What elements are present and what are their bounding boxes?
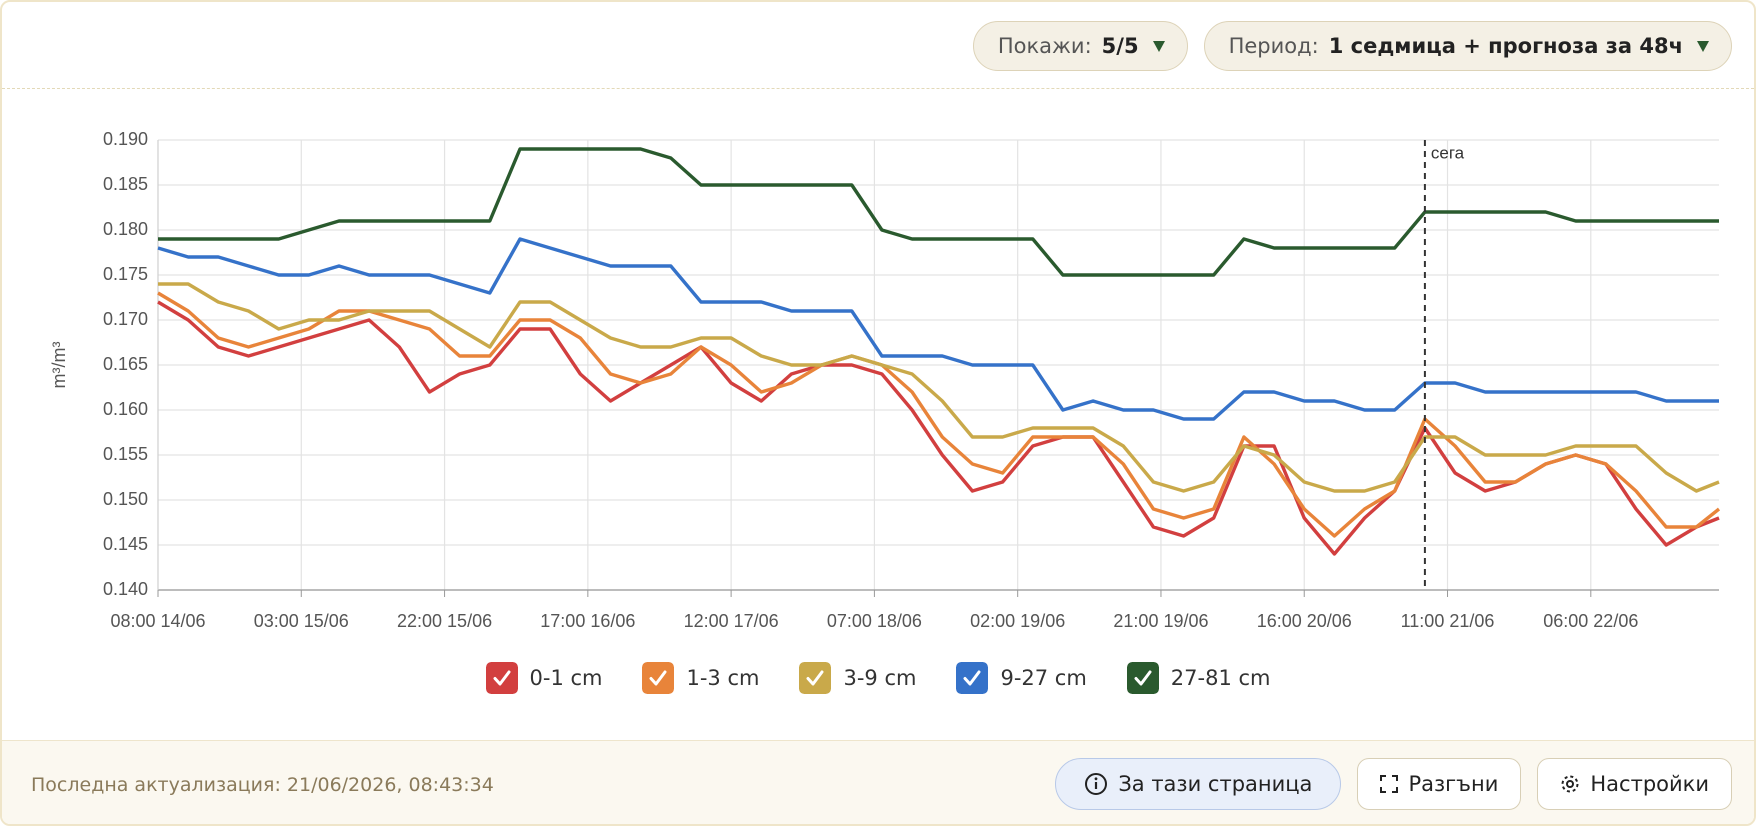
settings-button[interactable]: Настройки — [1537, 758, 1732, 810]
x-tick-label: 08:00 14/06 — [110, 611, 205, 631]
last-updated: Последна актуализация: 21/06/2026, 08:43… — [31, 774, 494, 796]
y-tick-label: 0.190 — [103, 129, 148, 149]
y-tick-label: 0.185 — [103, 174, 148, 194]
expand-icon — [1380, 775, 1399, 793]
legend-swatch — [956, 662, 989, 694]
legend-checkbox[interactable] — [799, 662, 832, 694]
checkmark — [963, 670, 981, 686]
y-tick-label: 0.175 — [103, 264, 148, 284]
legend: 0-1 cm 1-3 cm 3-9 cm 9-27 cm 27-81 cm — [2, 662, 1754, 694]
legend-label: 0-1 cm — [529, 666, 603, 690]
legend-label: 27-81 cm — [1170, 666, 1271, 690]
now-label: сега — [1431, 143, 1465, 162]
x-tick-label: 21:00 19/06 — [1113, 611, 1208, 631]
legend-swatch — [1126, 662, 1159, 694]
series-line — [158, 147, 1719, 277]
legend-checkbox[interactable] — [485, 662, 518, 694]
x-tick-label: 17:00 16/06 — [540, 611, 635, 631]
show-label: Покажи: — [997, 34, 1092, 58]
x-tick-label: 11:00 21/06 — [1401, 611, 1495, 631]
settings-icon — [1561, 775, 1579, 793]
legend-label: 9-27 cm — [1000, 666, 1087, 690]
y-tick-label: 0.145 — [103, 534, 148, 554]
legend-item[interactable]: 3-9 cm — [799, 662, 916, 694]
legend-item[interactable]: 9-27 cm — [956, 662, 1087, 694]
y-tick-label: 0.150 — [103, 489, 148, 509]
y-tick-label: 0.140 — [103, 579, 148, 599]
x-tick-label: 07:00 18/06 — [827, 611, 922, 631]
legend-swatch — [485, 662, 518, 694]
about-button[interactable]: За тази страница — [1055, 758, 1342, 810]
y-tick-label: 0.180 — [103, 219, 148, 239]
legend-item[interactable]: 0-1 cm — [485, 662, 603, 694]
series-line — [157, 300, 1720, 556]
dropdown-arrow — [1152, 40, 1165, 52]
x-tick-label: 02:00 19/06 — [970, 611, 1065, 631]
x-tick-label: 03:00 15/06 — [254, 611, 349, 631]
expand-label: Разгъни — [1408, 772, 1499, 796]
x-tick-label: 22:00 15/06 — [397, 611, 492, 631]
series-line — [158, 282, 1720, 493]
toolbar: Покажи: 5/5 Период: 1 седмица + прогноза… — [972, 21, 1732, 71]
y-tick-label: 0.160 — [103, 399, 148, 419]
chart: 0.140 0.145 0.150 0.155 0.160 0.165 0.170 0.175… — [49, 129, 1721, 631]
x-tick-label: 12:00 17/06 — [684, 611, 779, 631]
period-label: Период: — [1228, 34, 1319, 58]
y-tick-label: 0.155 — [103, 444, 148, 464]
x-tick-label: 06:00 22/06 — [1543, 611, 1638, 631]
y-tick-label: 0.170 — [103, 309, 148, 329]
legend-item[interactable]: 27-81 cm — [1126, 662, 1271, 694]
separator — [2, 88, 1754, 89]
period-dropdown[interactable]: Период: 1 седмица + прогноза за 48ч — [1203, 21, 1732, 71]
show-value: 5/5 — [1101, 34, 1139, 58]
footer-buttons: За тази страница Разгъни Настройки — [1055, 758, 1732, 810]
settings-label: Настройки — [1590, 772, 1709, 796]
info-icon — [1085, 773, 1108, 795]
legend-checkbox[interactable] — [642, 662, 675, 694]
x-tick-label: 16:00 20/06 — [1257, 611, 1352, 631]
checkmark — [493, 670, 510, 686]
y-axis-label: m³/m³ — [49, 342, 69, 389]
legend-label: 3-9 cm — [843, 666, 917, 690]
dropdown-arrow — [1697, 40, 1709, 52]
legend-label: 1-3 cm — [686, 666, 760, 690]
period-value: 1 седмица + прогноза за 48ч — [1328, 34, 1683, 58]
checkmark — [649, 670, 667, 686]
legend-checkbox[interactable] — [1126, 662, 1159, 694]
expand-button[interactable]: Разгъни — [1357, 758, 1522, 810]
checkmark — [1134, 670, 1152, 686]
series-line — [157, 237, 1719, 421]
about-label: За тази страница — [1118, 772, 1313, 796]
footer: Последна актуализация: 21/06/2026, 08:43… — [2, 740, 1754, 824]
legend-item[interactable]: 1-3 cm — [642, 662, 759, 694]
checkmark — [806, 670, 824, 686]
series-line — [157, 291, 1721, 538]
y-tick-label: 0.165 — [103, 354, 148, 374]
legend-swatch — [799, 662, 832, 694]
legend-swatch — [642, 662, 675, 694]
show-dropdown[interactable]: Покажи: 5/5 — [972, 21, 1188, 71]
legend-checkbox[interactable] — [956, 662, 989, 694]
